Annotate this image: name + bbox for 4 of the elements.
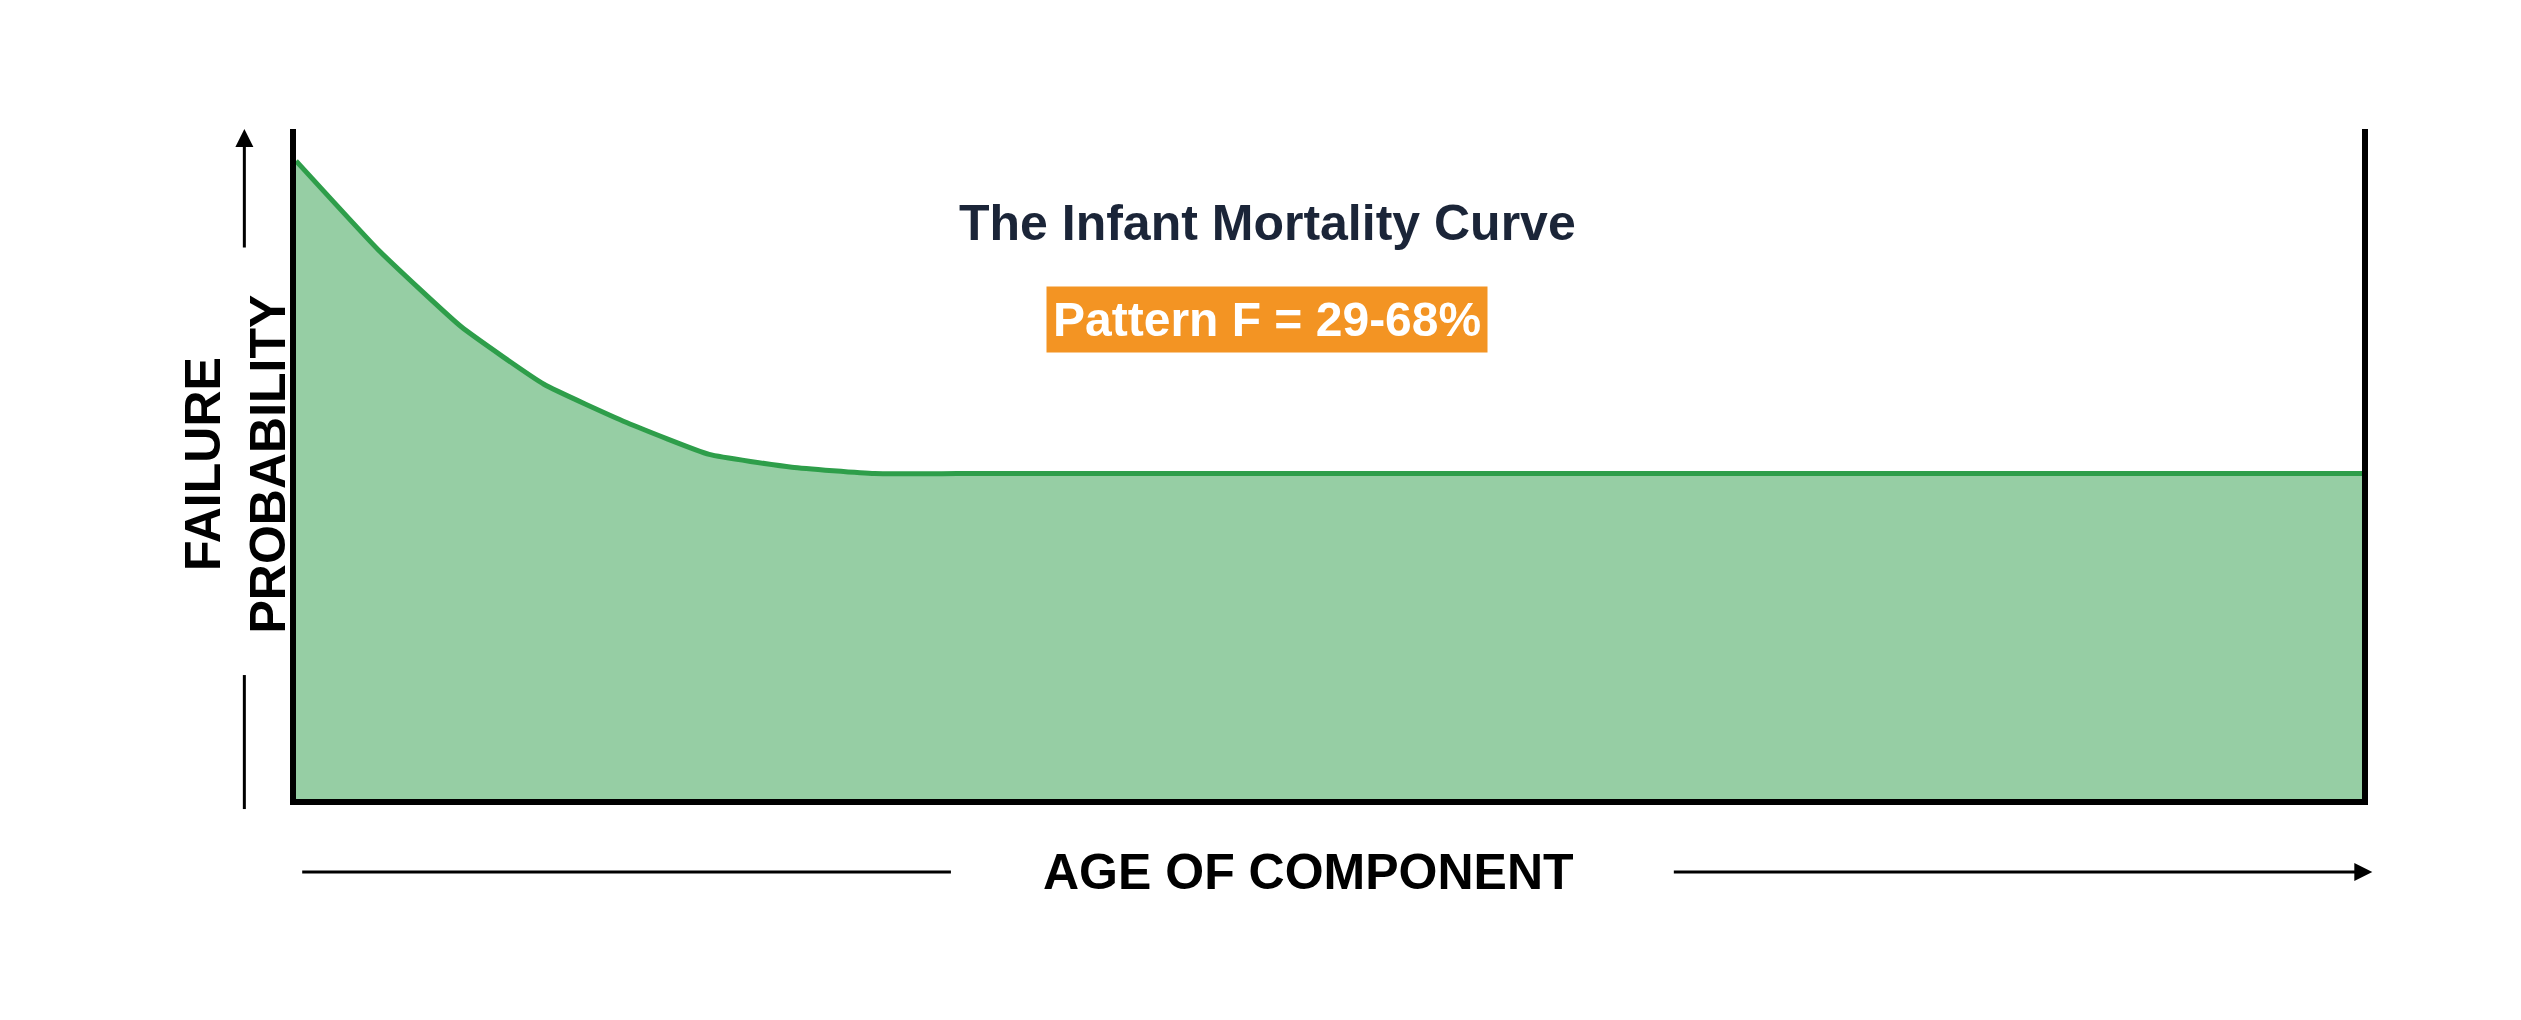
text: Pattern F = 29-68% — [1053, 293, 1482, 346]
x-axis-title: AGE OF COMPONENT — [1043, 844, 1574, 900]
text: The Infant Mortality Curve — [959, 195, 1576, 251]
y-axis-title: FAILURE PROBABILITY — [174, 294, 296, 634]
